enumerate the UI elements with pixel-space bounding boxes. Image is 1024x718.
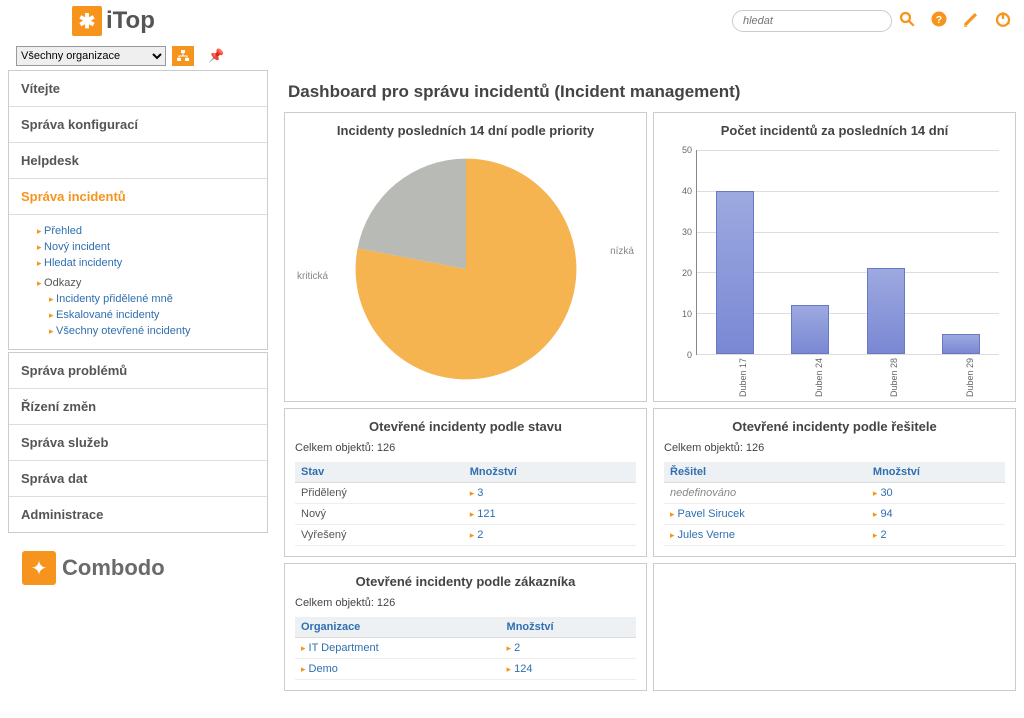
status-title: Otevřené incidenty podle stavu: [295, 419, 636, 434]
col-count[interactable]: Množství: [464, 462, 636, 483]
menu-helpdesk[interactable]: Helpdesk: [9, 143, 267, 179]
pie-title: Incidenty posledních 14 dní podle priori…: [295, 123, 636, 138]
menu-admin[interactable]: Administrace: [9, 497, 267, 532]
table-row: ▸IT Department▸2: [295, 638, 636, 659]
col-org[interactable]: Organizace: [295, 617, 501, 638]
status-table: Stav Množství Přidělený▸3Nový▸121Vyřešen…: [295, 462, 636, 546]
main-content: Dashboard pro správu incidentů (Incident…: [276, 70, 1024, 691]
main-menu-2: Správa problémů Řízení změn Správa služe…: [8, 352, 268, 533]
logo-text: iTop: [106, 7, 155, 35]
agent-subtitle: Celkem objektů: 126: [664, 442, 1005, 454]
customer-title: Otevřené incidenty podle zákazníka: [295, 574, 636, 589]
combodo-icon: ✦: [22, 551, 56, 585]
table-row: nedefinováno▸30: [664, 483, 1005, 504]
customer-table: Organizace Množství ▸IT Department▸2▸Dem…: [295, 617, 636, 680]
pie-label-low: nízká: [610, 246, 634, 257]
panel-bar: Počet incidentů za posledních 14 dní 010…: [653, 112, 1016, 402]
pie-label-critical: kritická: [297, 271, 328, 282]
combodo-text: Combodo: [62, 555, 165, 581]
svg-text:?: ?: [936, 13, 942, 25]
table-row: ▸Jules Verne▸2: [664, 525, 1005, 546]
sub-assigned-me[interactable]: Incidenty přidělené mně: [49, 291, 263, 307]
sub-escalated[interactable]: Eskalované incidenty: [49, 307, 263, 323]
status-subtitle: Celkem objektů: 126: [295, 442, 636, 454]
app-logo[interactable]: ✱ iTop: [72, 6, 155, 36]
sidebar: Vítejte Správa konfigurací Helpdesk Sprá…: [0, 70, 276, 691]
menu-welcome[interactable]: Vítejte: [9, 71, 267, 107]
panel-pie: Incidenty posledních 14 dní podle priori…: [284, 112, 647, 402]
sub-all-open[interactable]: Všechny otevřené incidenty: [49, 323, 263, 339]
search-input[interactable]: [732, 10, 892, 32]
table-row: Přidělený▸3: [295, 483, 636, 504]
agent-table: Řešitel Množství nedefinováno▸30▸Pavel S…: [664, 462, 1005, 546]
agent-title: Otevřené incidenty podle řešitele: [664, 419, 1005, 434]
customer-subtitle: Celkem objektů: 126: [295, 597, 636, 609]
table-row: Vyřešený▸2: [295, 525, 636, 546]
table-row: ▸Pavel Sirucek▸94: [664, 504, 1005, 525]
menu-data[interactable]: Správa dat: [9, 461, 267, 497]
sub-search-incidents[interactable]: Hledat incidenty: [37, 255, 263, 271]
panel-customer: Otevřené incidenty podle zákazníka Celke…: [284, 563, 647, 691]
pin-icon[interactable]: 📌: [208, 48, 224, 64]
sub-links-header: Odkazy: [37, 271, 263, 291]
menu-problems[interactable]: Správa problémů: [9, 353, 267, 389]
org-select[interactable]: Všechny organizace: [16, 46, 166, 66]
menu-incidents[interactable]: Správa incidentů: [9, 179, 267, 215]
pie-chart: kritická nízká: [295, 146, 636, 391]
app-header: ✱ iTop ?: [0, 0, 1024, 42]
menu-changes[interactable]: Řízení změn: [9, 389, 267, 425]
menu-config[interactable]: Správa konfigurací: [9, 107, 267, 143]
panel-agent: Otevřené incidenty podle řešitele Celkem…: [653, 408, 1016, 557]
edit-icon[interactable]: [962, 10, 980, 33]
search-icon[interactable]: [898, 10, 916, 33]
bar-title: Počet incidentů za posledních 14 dní: [664, 123, 1005, 138]
col-count[interactable]: Množství: [867, 462, 1005, 483]
panel-empty: [653, 563, 1016, 691]
panel-status: Otevřené incidenty podle stavu Celkem ob…: [284, 408, 647, 557]
org-toolbar: Všechny organizace 📌: [0, 42, 1024, 70]
power-icon[interactable]: [994, 10, 1012, 33]
table-row: ▸Demo▸124: [295, 659, 636, 680]
submenu-incidents: Přehled Nový incident Hledat incidenty O…: [9, 215, 267, 349]
col-status[interactable]: Stav: [295, 462, 464, 483]
col-count[interactable]: Množství: [501, 617, 636, 638]
sub-overview[interactable]: Přehled: [37, 223, 263, 239]
help-icon[interactable]: ?: [930, 10, 948, 33]
org-tree-button[interactable]: [172, 46, 194, 66]
table-row: Nový▸121: [295, 504, 636, 525]
logo-icon: ✱: [72, 6, 102, 36]
global-search: [732, 10, 916, 33]
page-title: Dashboard pro správu incidentů (Incident…: [288, 82, 1016, 102]
main-menu: Vítejte Správa konfigurací Helpdesk Sprá…: [8, 70, 268, 350]
col-agent[interactable]: Řešitel: [664, 462, 867, 483]
bar-chart: 01020304050Duben 17Duben 24Duben 28Duben…: [664, 146, 1005, 391]
sub-new-incident[interactable]: Nový incident: [37, 239, 263, 255]
menu-services[interactable]: Správa služeb: [9, 425, 267, 461]
footer-logo[interactable]: ✦ Combodo: [22, 551, 268, 585]
